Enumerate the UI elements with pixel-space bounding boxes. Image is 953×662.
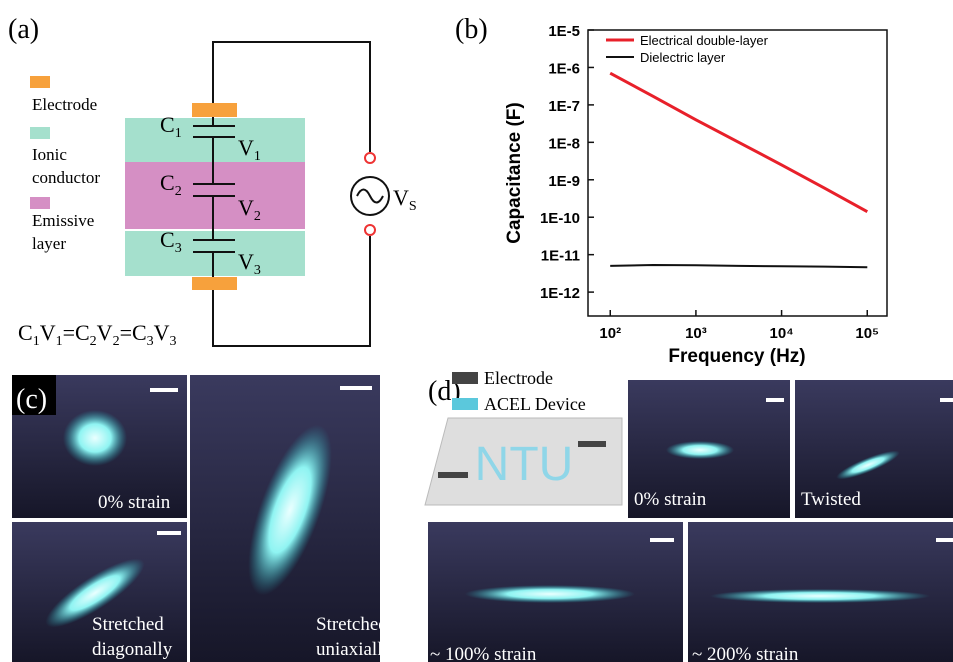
equation-part: =C <box>120 320 147 345</box>
ionic-layer <box>125 118 305 162</box>
caption: 0% strain <box>98 492 171 513</box>
subscript: 1 <box>33 334 40 349</box>
panel-b: (b) Frequency (Hz) Capacitance (F) 1E-12… <box>455 14 887 367</box>
y-axis-label: Capacitance (F) <box>504 102 525 243</box>
glow <box>666 441 734 459</box>
legend-text: layer <box>32 234 66 253</box>
scale-bar <box>766 398 784 402</box>
caption: Stretched <box>92 614 164 635</box>
equation-part: C <box>18 320 33 345</box>
panel-label: (a) <box>8 14 39 45</box>
legend-text: Electrical double-layer <box>640 33 769 48</box>
glow <box>465 585 635 603</box>
equation-part: V <box>97 320 113 345</box>
scale-bar <box>940 398 953 402</box>
emissive-swatch <box>30 197 50 209</box>
caption: ~ 200% strain <box>692 644 799 662</box>
subscript: 2 <box>113 334 120 349</box>
panel-label: (b) <box>455 14 488 45</box>
electrode <box>192 103 237 117</box>
schematic-text: NTU <box>475 438 574 491</box>
electrode <box>192 277 237 290</box>
caption: Stretched <box>316 614 388 635</box>
y-tick-label: 1E-9 <box>548 173 580 190</box>
scale-bar <box>157 531 181 535</box>
legend-text: Ionic <box>32 145 67 164</box>
electrode-swatch <box>452 372 478 384</box>
x-tick-label: 10⁴ <box>770 325 794 342</box>
y-tick-label: 1E-10 <box>540 210 580 227</box>
source-label: VS <box>393 185 417 214</box>
y-tick-label: 1E-5 <box>548 23 580 40</box>
x-tick-label: 10³ <box>685 325 707 342</box>
equation: C1V1=C2V2=C3V3 <box>18 320 177 349</box>
ionic-layer <box>125 231 305 276</box>
equation-part: V <box>154 320 170 345</box>
plot-frame <box>588 30 887 316</box>
electrode-swatch <box>30 76 50 88</box>
scale-bar <box>150 388 178 392</box>
terminal <box>365 225 375 235</box>
device-swatch <box>452 398 478 410</box>
legend-text: Dielectric layer <box>640 50 726 65</box>
capacitor-label: C1 <box>160 112 182 141</box>
legend-text: Emissive <box>32 211 94 230</box>
x-tick-label: 10⁵ <box>855 325 879 342</box>
legend-text: Electrode <box>484 368 553 388</box>
y-tick-label: 1E-12 <box>540 285 580 302</box>
legend-text: conductor <box>32 168 100 187</box>
y-tick-label: 1E-8 <box>548 135 580 152</box>
caption: uniaxially <box>316 639 392 660</box>
x-tick-label: 10² <box>599 325 621 342</box>
caption: 0% strain <box>634 489 707 510</box>
panel-a: (a) Electrode Ionic conductor Emissive l… <box>8 14 417 349</box>
subscript: 3 <box>170 334 177 349</box>
equation-part: V <box>40 320 56 345</box>
y-tick-label: 1E-6 <box>548 60 580 77</box>
x-axis-label: Frequency (Hz) <box>668 346 805 367</box>
glow <box>63 410 127 466</box>
legend-text: ACEL Device <box>484 394 586 414</box>
series-line <box>610 73 867 212</box>
panel-c: (c) 0% strain Stretched diagonally Stret… <box>12 375 392 662</box>
y-tick-label: 1E-11 <box>541 248 580 265</box>
scale-bar <box>936 538 953 542</box>
panel-label: (c) <box>16 384 47 415</box>
ionic-swatch <box>30 127 50 139</box>
y-tick-label: 1E-7 <box>548 98 580 115</box>
scale-bar <box>340 386 372 390</box>
caption: Twisted <box>801 489 861 510</box>
electrode <box>578 441 606 447</box>
subscript: 3 <box>147 334 154 349</box>
caption: diagonally <box>92 639 173 660</box>
subscript: 1 <box>56 334 63 349</box>
caption: ~ 100% strain <box>430 644 537 662</box>
figure: (a) Electrode Ionic conductor Emissive l… <box>0 0 953 662</box>
legend-text: Electrode <box>32 95 97 114</box>
panel-d: (d) Electrode ACEL Device NTU 0% strain … <box>425 368 953 662</box>
equation-part: =C <box>63 320 90 345</box>
subscript: 2 <box>90 334 97 349</box>
electrode <box>438 472 468 478</box>
glow <box>710 589 930 603</box>
terminal <box>365 153 375 163</box>
scale-bar <box>650 538 674 542</box>
series-line <box>610 265 867 267</box>
